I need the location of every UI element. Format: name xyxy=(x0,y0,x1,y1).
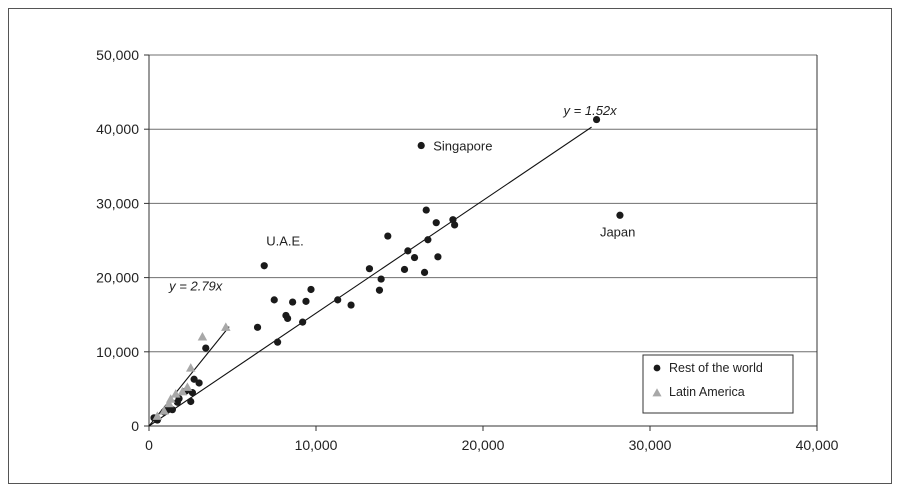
annotation-label: Singapore xyxy=(433,139,492,154)
data-point-rest-of-world xyxy=(616,211,624,219)
data-point-rest-of-world xyxy=(270,296,278,304)
legend-marker-circle xyxy=(653,364,661,372)
data-point-rest-of-world xyxy=(592,115,601,124)
data-point-rest-of-world xyxy=(432,219,440,227)
trendline-label: y = 2.79x xyxy=(168,279,223,294)
data-point-rest-of-world xyxy=(334,296,342,304)
data-point-rest-of-world xyxy=(377,275,385,283)
data-point-rest-of-world xyxy=(253,323,262,331)
data-point-latin-america xyxy=(165,394,176,403)
data-point-rest-of-world xyxy=(400,265,409,274)
data-point-rest-of-world xyxy=(168,406,176,414)
data-point-rest-of-world xyxy=(307,285,315,294)
data-point-rest-of-world xyxy=(365,265,374,273)
data-point-latin-america xyxy=(164,398,174,408)
legend-box xyxy=(642,354,794,414)
annotation-label: Japan xyxy=(600,224,635,239)
data-point-rest-of-world xyxy=(451,221,459,229)
data-point-rest-of-world xyxy=(420,268,429,277)
data-point-latin-america xyxy=(182,382,193,391)
axes xyxy=(144,54,818,431)
data-point-rest-of-world xyxy=(434,253,442,261)
data-point-latin-america xyxy=(177,386,188,396)
legend: Rest of the world Latin America xyxy=(642,354,794,414)
data-point-latin-america xyxy=(197,331,208,341)
y-tick-label: 30,000 xyxy=(96,195,139,211)
y-tick-label: 50,000 xyxy=(96,47,139,63)
y-tick-label: 40,000 xyxy=(96,121,139,137)
legend-label: Latin America xyxy=(669,385,745,399)
x-tick-label: 0 xyxy=(145,437,153,453)
data-point-rest-of-world xyxy=(375,286,384,294)
grid-lines xyxy=(149,54,817,353)
y-tick-label: 0 xyxy=(131,418,139,434)
trendline xyxy=(148,126,592,427)
data-point-rest-of-world xyxy=(299,318,307,326)
data-point-rest-of-world xyxy=(410,253,419,262)
data-point-rest-of-world xyxy=(384,232,392,240)
trendlines: y = 1.52x y = 2.79x xyxy=(148,103,618,427)
data-point-latin-america xyxy=(170,389,181,398)
data-points xyxy=(150,115,624,424)
x-tick-label: 40,000 xyxy=(796,437,839,453)
data-point-rest-of-world xyxy=(289,298,297,306)
x-tick-label: 10,000 xyxy=(295,437,338,453)
trendline-label: y = 1.52x xyxy=(563,103,618,118)
x-tick-label: 20,000 xyxy=(462,437,505,453)
annotations: Singapore U.A.E. Japan xyxy=(266,139,635,249)
legend-label: Rest of the world xyxy=(669,361,763,375)
data-point-rest-of-world xyxy=(187,397,195,406)
data-point-rest-of-world xyxy=(260,262,268,270)
x-tick-label: 30,000 xyxy=(629,437,672,453)
data-point-rest-of-world xyxy=(417,141,425,150)
chart-frame: 0 10,000 20,000 30,000 40,000 50,000 0 10,000 20… xyxy=(8,8,892,484)
data-point-rest-of-world xyxy=(404,247,412,255)
data-point-rest-of-world xyxy=(202,344,210,352)
data-point-rest-of-world xyxy=(347,301,355,309)
data-point-latin-america xyxy=(186,363,196,372)
data-point-rest-of-world xyxy=(302,297,310,305)
data-point-rest-of-world xyxy=(190,375,198,383)
data-point-rest-of-world xyxy=(424,236,432,244)
data-point-latin-america xyxy=(221,322,231,331)
legend-marker-triangle xyxy=(652,388,662,397)
data-point-latin-america xyxy=(159,406,169,415)
data-point-rest-of-world xyxy=(422,206,430,214)
scatter-chart: 0 10,000 20,000 30,000 40,000 50,000 0 10,000 20… xyxy=(96,47,838,453)
y-tick-label: 20,000 xyxy=(96,270,139,286)
data-point-rest-of-world xyxy=(195,379,203,387)
annotation-label: U.A.E. xyxy=(266,234,304,249)
data-point-rest-of-world xyxy=(284,314,292,323)
tick-labels: 0 10,000 20,000 30,000 40,000 50,000 0 10,000 20… xyxy=(96,47,838,453)
data-point-latin-america xyxy=(152,411,163,420)
y-tick-label: 10,000 xyxy=(96,344,139,360)
data-point-rest-of-world xyxy=(273,338,282,346)
